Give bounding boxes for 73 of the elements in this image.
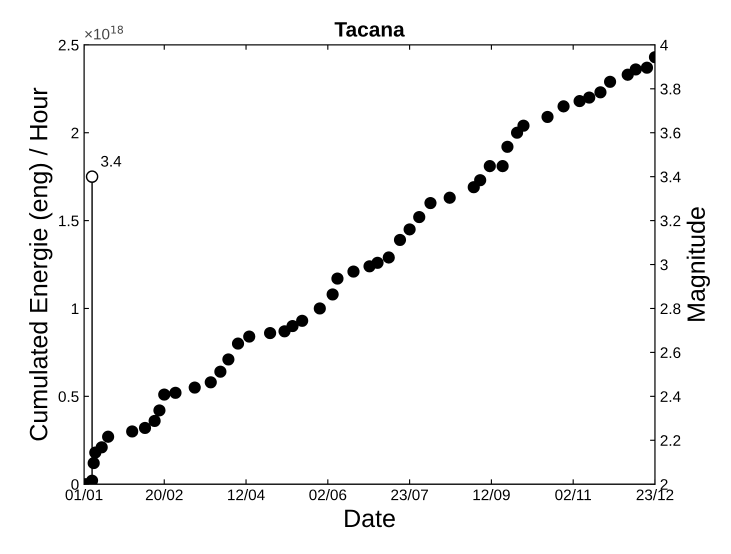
point bbox=[347, 265, 360, 278]
x-tick-label: 01/01 bbox=[66, 489, 102, 500]
point bbox=[496, 160, 509, 172]
point bbox=[594, 86, 607, 98]
y-tick-label: 2 bbox=[71, 128, 78, 138]
y-tick-label: 0.5 bbox=[58, 391, 79, 402]
point bbox=[371, 256, 384, 269]
point bbox=[102, 430, 114, 443]
point bbox=[138, 422, 152, 434]
point bbox=[204, 376, 217, 388]
point bbox=[382, 251, 395, 264]
y-tick-label: 2.5 bbox=[58, 40, 79, 51]
point bbox=[604, 76, 616, 88]
point bbox=[640, 62, 654, 74]
x-tick-label: 02/06 bbox=[309, 489, 346, 500]
x-tick-label: 20/02 bbox=[146, 489, 183, 500]
point bbox=[557, 100, 570, 112]
point bbox=[326, 288, 339, 300]
point bbox=[169, 386, 182, 399]
point bbox=[622, 68, 634, 81]
point bbox=[96, 441, 108, 454]
point bbox=[517, 120, 530, 132]
point bbox=[214, 366, 226, 378]
point bbox=[264, 326, 276, 340]
point bbox=[153, 404, 166, 416]
point bbox=[314, 302, 326, 315]
point bbox=[394, 234, 406, 246]
point bbox=[630, 63, 642, 76]
point bbox=[126, 425, 138, 438]
point bbox=[404, 223, 416, 236]
y2-tick-label: 2 bbox=[660, 479, 668, 490]
y-tick-label: 0 bbox=[71, 479, 79, 490]
point bbox=[222, 353, 234, 366]
y2-tick-label: 3 bbox=[660, 259, 668, 270]
chart-title: Tacana bbox=[334, 22, 405, 37]
point bbox=[296, 314, 308, 327]
y-axis-title: Cumulated Energie (eng) / Hour bbox=[29, 88, 52, 440]
point bbox=[474, 174, 486, 186]
point bbox=[501, 140, 514, 153]
y2-tick-label: 3.8 bbox=[660, 84, 680, 94]
point bbox=[444, 192, 456, 204]
text: ×10$^{18}$ bbox=[85, 26, 124, 40]
x-tick-label: 12/04 bbox=[228, 489, 265, 500]
x-axis-title: Date bbox=[345, 510, 395, 528]
point bbox=[413, 211, 426, 224]
point bbox=[243, 330, 256, 343]
y2-tick-label: 3.2 bbox=[660, 215, 680, 226]
point bbox=[158, 388, 170, 401]
x-tick-label: 02/11 bbox=[555, 489, 591, 500]
point bbox=[541, 110, 554, 123]
y2-tick-label: 3.6 bbox=[660, 128, 680, 138]
x-tick-label: 12/09 bbox=[473, 489, 510, 500]
point bbox=[331, 272, 344, 285]
point bbox=[148, 414, 161, 428]
y2-tick-label: 2.2 bbox=[660, 435, 680, 446]
y2-tick-label: 2.8 bbox=[660, 303, 680, 314]
point bbox=[574, 95, 586, 108]
y2-tick-label: 3.4 bbox=[660, 172, 681, 182]
y2-tick-label: 2.4 bbox=[660, 391, 681, 402]
y-tick-label: 1 bbox=[72, 303, 78, 314]
y2-tick-label: 2.6 bbox=[660, 347, 680, 358]
x-tick-label: 23/12 bbox=[636, 489, 674, 500]
point bbox=[232, 338, 244, 350]
point bbox=[484, 160, 496, 172]
point bbox=[286, 320, 299, 332]
point bbox=[583, 92, 596, 104]
point bbox=[188, 381, 201, 394]
y-tick-label: 1.5 bbox=[59, 216, 79, 226]
data-label: 3.4 bbox=[101, 156, 122, 167]
y2-axis-title: Magnitude bbox=[686, 207, 710, 321]
x-tick-label: 23/07 bbox=[391, 489, 428, 500]
point bbox=[424, 196, 437, 210]
y2-tick-label: 4 bbox=[660, 40, 668, 50]
